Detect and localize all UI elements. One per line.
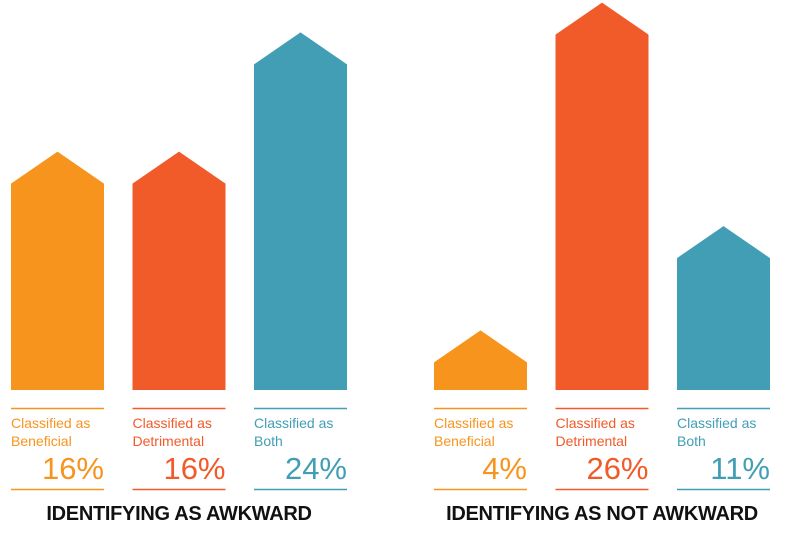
- chart-title: IDENTIFYING AS NOT AWKWARD: [446, 503, 758, 525]
- category-label: Classified as Detrimental: [132, 415, 212, 449]
- arrow-bar: [677, 226, 770, 390]
- category-label: Classified as Both: [677, 415, 757, 449]
- arrow-bar: [555, 2, 649, 390]
- value-label: 11%: [710, 451, 770, 486]
- arrow-bar: [11, 151, 104, 390]
- value-label: 26%: [586, 451, 649, 486]
- chart-title: IDENTIFYING AS AWKWARD: [46, 503, 312, 525]
- value-label: 16%: [163, 451, 226, 486]
- arrow-bar: [254, 32, 347, 391]
- value-label: 24%: [284, 451, 347, 486]
- category-label: Classified as Detrimental: [555, 415, 635, 449]
- category-label: Classified as Beneficial: [11, 415, 91, 449]
- category-label: Classified as Beneficial: [434, 415, 514, 449]
- category-label: Classified as Both: [254, 415, 334, 449]
- value-label: 16%: [41, 451, 104, 486]
- arrow-bar: [434, 330, 527, 390]
- value-label: 4%: [482, 451, 527, 486]
- arrow-bar: [132, 151, 226, 390]
